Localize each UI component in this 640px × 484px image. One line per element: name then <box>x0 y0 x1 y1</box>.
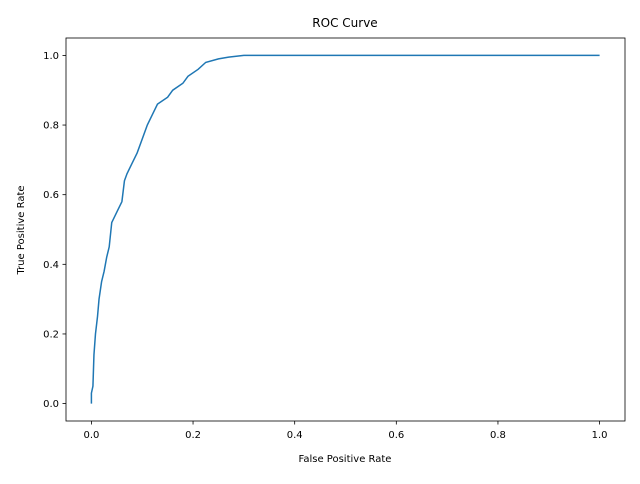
x-tick-label: 0.4 <box>287 430 303 441</box>
y-tick-label: 0.0 <box>43 399 59 410</box>
x-axis-label: False Positive Rate <box>299 454 392 465</box>
roc-line <box>90 54 600 404</box>
y-tick-label: 0.2 <box>43 329 59 340</box>
y-tick-label: 0.4 <box>43 260 59 271</box>
x-tick-label: 0.6 <box>388 430 404 441</box>
chart-title: ROC Curve <box>312 16 377 30</box>
y-tick-label: 0.8 <box>43 121 59 132</box>
x-tick-label: 0.0 <box>83 430 99 441</box>
x-tick-label: 0.8 <box>490 430 506 441</box>
y-axis-label: True Positive Rate <box>16 185 27 275</box>
x-tick-label: 0.2 <box>185 430 201 441</box>
y-tick-label: 1.0 <box>43 51 59 62</box>
axes-frame <box>65 37 626 422</box>
y-tick-label: 0.6 <box>43 190 59 201</box>
x-tick-label: 1.0 <box>592 430 608 441</box>
